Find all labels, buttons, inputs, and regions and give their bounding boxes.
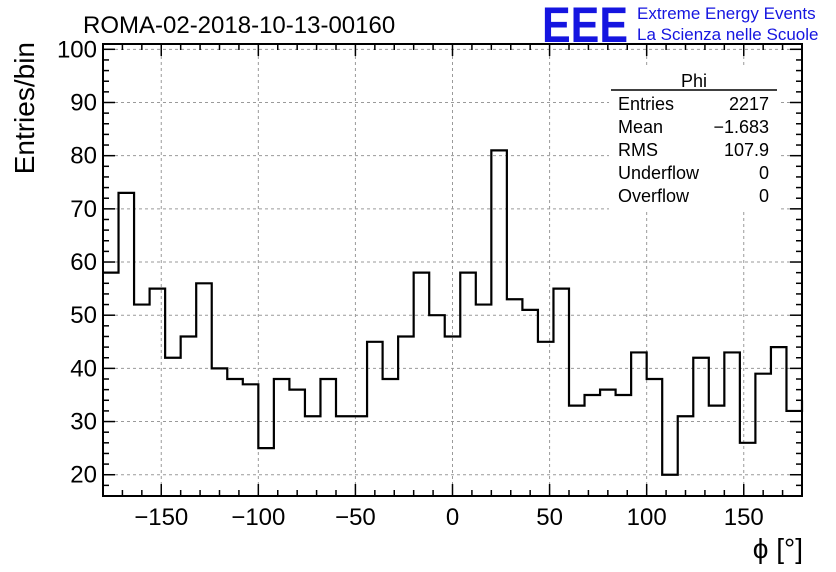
y-tick-label: 20 bbox=[70, 462, 97, 489]
x-tick-labels: −150 −100 −50 0 50 100 150 bbox=[134, 504, 764, 531]
stats-row-value: 2217 bbox=[729, 94, 769, 114]
histogram-bin bbox=[243, 384, 259, 496]
stats-row-label: Overflow bbox=[618, 186, 690, 206]
histogram-bin bbox=[553, 289, 569, 496]
y-tick-labels: 20 30 40 50 60 70 80 90 100 bbox=[57, 36, 97, 488]
histogram-bin bbox=[274, 379, 290, 496]
stats-row-value: 0 bbox=[759, 163, 769, 183]
eee-logo: EEE Extreme Energy Events La Scienza nel… bbox=[542, 0, 818, 53]
x-tick-label: −100 bbox=[231, 504, 285, 531]
x-tick-label: 50 bbox=[536, 504, 563, 531]
histogram-bin bbox=[662, 475, 678, 496]
axis-ticks bbox=[102, 44, 803, 497]
x-tick-label: 100 bbox=[627, 504, 667, 531]
histogram-bin bbox=[165, 358, 181, 496]
histogram-bin bbox=[414, 273, 430, 496]
histogram-bin bbox=[258, 448, 274, 496]
y-tick-label: 90 bbox=[70, 89, 97, 116]
histogram-bin bbox=[600, 390, 616, 496]
stats-row-value: 0 bbox=[759, 186, 769, 206]
histogram-bin bbox=[320, 379, 336, 496]
histogram-bin bbox=[289, 390, 305, 496]
histogram-bin bbox=[538, 342, 554, 496]
histogram-bin bbox=[336, 416, 352, 496]
histogram-bin bbox=[709, 406, 725, 496]
histogram-bin bbox=[196, 283, 212, 496]
histogram-bin bbox=[491, 150, 507, 496]
eee-logo-line2: La Scienza nelle Scuole bbox=[637, 25, 818, 44]
histogram-bin bbox=[227, 379, 243, 496]
stats-row-value: 107.9 bbox=[724, 140, 769, 160]
stats-box-title: Phi bbox=[681, 71, 707, 91]
stats-box-background bbox=[609, 68, 778, 210]
histogram-bin bbox=[740, 443, 756, 496]
y-tick-label: 50 bbox=[70, 302, 97, 329]
y-tick-label: 60 bbox=[70, 249, 97, 276]
y-tick-label: 100 bbox=[57, 36, 97, 63]
histogram-bin bbox=[476, 305, 492, 496]
histogram-bin bbox=[305, 416, 321, 496]
x-axis-label: ϕ [°] bbox=[753, 533, 803, 564]
stats-box: Phi Entries 2217 Mean −1.683 RMS 107.9 Underfl… bbox=[609, 68, 778, 210]
histogram-bin bbox=[616, 395, 632, 496]
y-tick-label: 40 bbox=[70, 355, 97, 382]
stats-row-value: −1.683 bbox=[713, 117, 769, 137]
histogram-bin bbox=[352, 416, 368, 496]
histogram-bin bbox=[460, 273, 476, 496]
histogram-bin bbox=[134, 305, 150, 496]
histogram-bin bbox=[383, 379, 399, 496]
histogram-bin bbox=[119, 193, 135, 496]
histogram-bin bbox=[150, 289, 166, 496]
histogram-bin bbox=[398, 336, 414, 496]
histogram-bin bbox=[585, 395, 601, 496]
y-tick-label: 30 bbox=[70, 409, 97, 436]
stats-row-label: RMS bbox=[618, 140, 658, 160]
histogram-bin bbox=[103, 273, 119, 496]
y-tick-label: 80 bbox=[70, 143, 97, 170]
histogram-bin bbox=[367, 342, 383, 496]
histogram-bin bbox=[522, 310, 538, 496]
histogram-bin bbox=[724, 352, 740, 496]
histogram-bin bbox=[429, 315, 445, 496]
x-tick-label: 150 bbox=[724, 504, 764, 531]
histogram-bin bbox=[678, 416, 694, 496]
histogram-bin bbox=[569, 406, 585, 496]
histogram-bin bbox=[771, 347, 787, 496]
stats-row-label: Underflow bbox=[618, 163, 700, 183]
histogram-bin bbox=[755, 374, 771, 496]
histogram-bin bbox=[445, 336, 461, 496]
stats-row-label: Mean bbox=[618, 117, 663, 137]
y-tick-label: 70 bbox=[70, 196, 97, 223]
x-tick-label: −50 bbox=[335, 504, 376, 531]
histogram-bin bbox=[507, 299, 523, 496]
y-axis-label: Entries/bin bbox=[9, 42, 40, 174]
histogram-bin bbox=[212, 368, 228, 496]
histogram-bin bbox=[693, 358, 709, 496]
stats-row-label: Entries bbox=[618, 94, 674, 114]
x-tick-label: −150 bbox=[134, 504, 188, 531]
x-tick-label: 0 bbox=[446, 504, 459, 531]
histogram-bin bbox=[631, 352, 647, 496]
histogram-bin bbox=[181, 336, 197, 496]
histogram-bin bbox=[647, 379, 663, 496]
eee-logo-mark: EEE bbox=[542, 0, 628, 53]
chart-title: ROMA-02-2018-10-13-00160 bbox=[83, 12, 395, 39]
eee-logo-line1: Extreme Energy Events bbox=[637, 4, 816, 23]
histogram-series-phi bbox=[103, 149, 804, 476]
stats-box-rows: Entries 2217 Mean −1.683 RMS 107.9 Underflow 0 O… bbox=[618, 94, 769, 206]
